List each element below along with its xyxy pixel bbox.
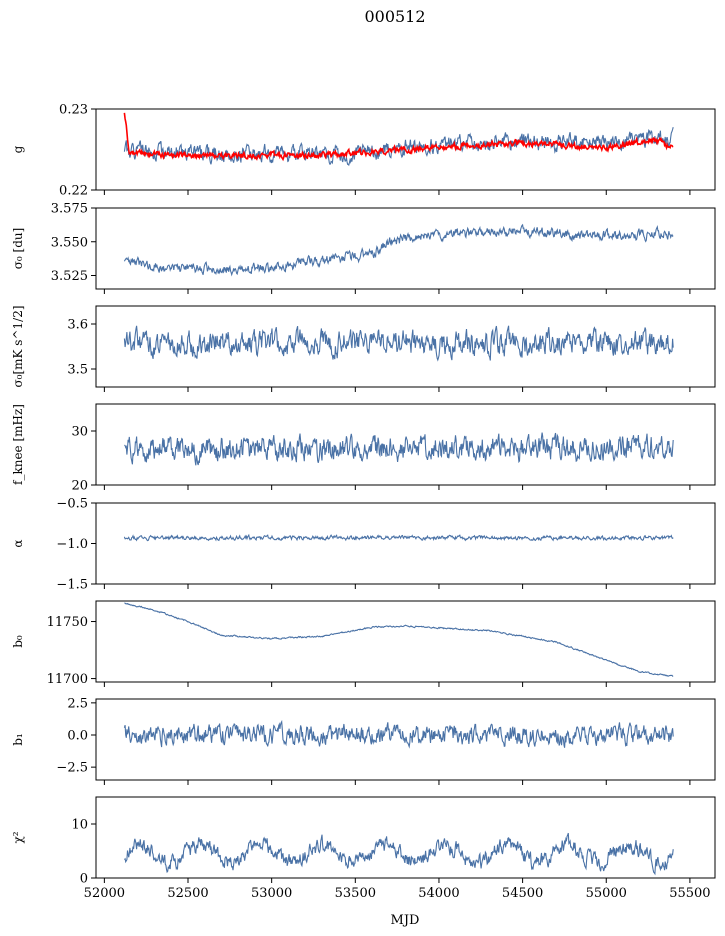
xtick-label: 55000 <box>586 886 627 901</box>
y-axis-label-sigma0_du: σ₀ [du] <box>11 228 25 270</box>
ytick-label-b1: 2.5 <box>67 696 88 711</box>
xtick-label: 55500 <box>669 886 710 901</box>
series-line-alpha <box>123 533 674 542</box>
panel-alpha: −1.5 −1.0 −0.5 α <box>11 497 716 593</box>
ytick-label-chi2: 10 <box>71 818 88 833</box>
series-line-fknee <box>124 432 674 466</box>
series-line-b0 <box>124 602 674 677</box>
series-line-b1 <box>123 719 674 749</box>
figure-title: 000512 <box>364 7 425 26</box>
series-line-sigma0_mK <box>123 325 674 362</box>
xtick-label: 52500 <box>167 886 208 901</box>
ytick-label-b0: 11750 <box>47 615 88 630</box>
ytick-label-g: 0.23 <box>59 103 88 118</box>
y-axis-label-g: g <box>11 145 25 153</box>
ytick-label-alpha: −1.0 <box>56 537 88 552</box>
y-axis-label-chi2: χ² <box>11 831 25 843</box>
panel-fknee: 20 30 f_knee [mHz] <box>11 403 716 494</box>
ytick-label-b0: 11700 <box>47 672 88 687</box>
axes-frame-g <box>95 108 716 191</box>
axes-frame-fknee <box>95 403 716 486</box>
axes-frame-alpha <box>95 502 716 585</box>
x-axis-label: MJD <box>391 913 420 928</box>
axes-frame-b0 <box>95 600 716 683</box>
ytick-label-alpha: −1.5 <box>56 578 88 593</box>
ytick-label-b1: −2.5 <box>56 761 88 776</box>
panel-b0: 11700 11750 b₀ <box>11 600 716 687</box>
panel-sigma0_mK: 3.5 3.6 σ₀[mK s^1/2] <box>11 305 716 392</box>
panel-g: 0.22 0.23 g <box>11 103 716 199</box>
series-line-sigma0_du <box>123 223 674 277</box>
y-axis-label-alpha: α <box>11 539 25 547</box>
y-axis-label-b1: b₁ <box>11 733 25 746</box>
xtick-label: 54500 <box>502 886 543 901</box>
panel-sigma0_du: 3.525 3.550 3.575 σ₀ [du] <box>11 202 716 294</box>
axes-frame-sigma0_du <box>95 207 716 290</box>
panels: 0.22 0.23 g 3.525 3.550 3.575 σ₀ [du] 3.5 3.6 σ₀[… <box>11 103 716 901</box>
ytick-label-chi2: 0 <box>80 872 88 887</box>
ytick-label-g: 0.22 <box>59 184 88 199</box>
ytick-label-sigma0_du: 3.550 <box>51 235 88 250</box>
ytick-label-sigma0_du: 3.525 <box>51 269 88 284</box>
ytick-label-sigma0_du: 3.575 <box>51 202 88 217</box>
ytick-label-sigma0_mK: 3.6 <box>67 318 88 333</box>
ytick-label-b1: 0.0 <box>67 729 88 744</box>
y-axis-label-b0: b₀ <box>11 635 25 648</box>
xtick-label: 52000 <box>84 886 125 901</box>
series-line-chi2 <box>123 832 674 876</box>
ytick-label-fknee: 20 <box>71 479 88 494</box>
ytick-label-alpha: −0.5 <box>56 497 88 512</box>
ytick-label-fknee: 30 <box>71 425 88 440</box>
series-line-g-1 <box>123 112 674 162</box>
panel-b1: −2.5 0.0 2.5 b₁ <box>11 696 716 785</box>
ytick-label-sigma0_mK: 3.5 <box>67 363 88 378</box>
xtick-label: 53500 <box>335 886 376 901</box>
axes-frame-sigma0_mK <box>95 305 716 388</box>
y-axis-label-fknee: f_knee [mHz] <box>11 404 25 485</box>
axes-frame-chi2 <box>95 796 716 879</box>
y-axis-label-sigma0_mK: σ₀[mK s^1/2] <box>11 305 25 387</box>
axes-frame-b1 <box>95 698 716 781</box>
panel-chi2: 0 10 52000 52500 53000 53500 54000 54500 55000 55… <box>11 796 716 901</box>
xtick-label: 54000 <box>418 886 459 901</box>
xtick-label: 53000 <box>251 886 292 901</box>
